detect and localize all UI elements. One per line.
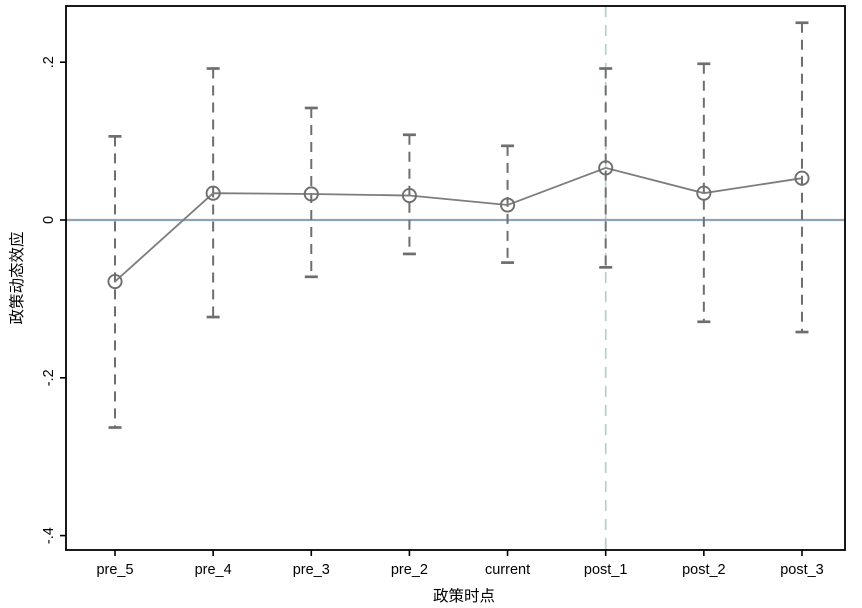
coef-marker — [303, 186, 319, 202]
x-tick-label: post_1 — [584, 562, 628, 578]
y-tick-label: 0 — [41, 216, 57, 224]
coef-marker — [205, 185, 221, 201]
x-tick-label: pre_3 — [293, 562, 330, 578]
x-tick-label: post_3 — [780, 562, 824, 578]
x-tick-label: post_2 — [682, 562, 726, 578]
coef-marker — [500, 197, 516, 213]
coef-marker — [401, 187, 417, 204]
y-axis-title: 政策动态效应 — [7, 231, 26, 324]
x-tick-label: pre_5 — [96, 562, 133, 578]
coef-marker — [794, 170, 810, 186]
y-tick-label: -.2 — [41, 369, 57, 386]
coef-marker — [598, 160, 614, 176]
coef-marker — [107, 273, 123, 290]
y-tick-label: -.4 — [41, 527, 57, 544]
x-tick-label: pre_4 — [195, 562, 232, 578]
x-axis-title: 政策时点 — [433, 587, 495, 605]
x-tick-label: current — [485, 562, 530, 578]
plot-border — [65, 5, 846, 551]
coef-line — [114, 166, 803, 283]
coef-marker — [696, 185, 712, 201]
y-tick-label: .2 — [41, 56, 57, 68]
x-tick-label: pre_2 — [391, 562, 428, 578]
